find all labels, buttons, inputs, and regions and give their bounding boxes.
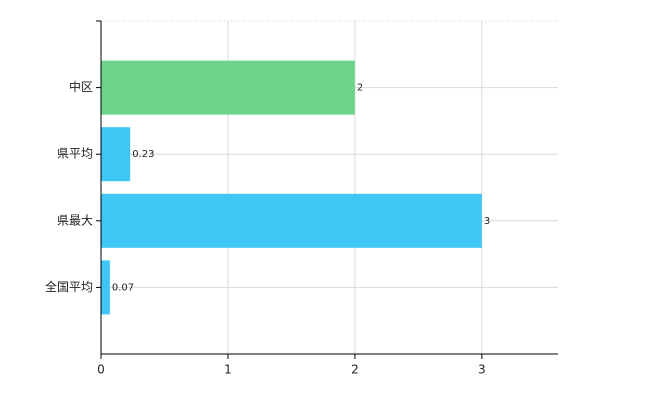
data-label: 0.07 [112,282,134,293]
data-label: 0.23 [132,149,154,160]
x-tick-label: 2 [351,363,359,377]
y-tick-label: 県最大 [57,213,93,227]
data-label: 2 [357,83,363,94]
x-tick-label: 3 [478,363,486,377]
bar [101,260,110,315]
bar [101,193,482,248]
x-tick-label: 1 [224,363,232,377]
bar [101,127,131,182]
bar [101,60,355,115]
y-tick-label: 全国平均 [45,279,93,294]
x-tick-label: 0 [97,363,105,377]
data-label: 3 [484,216,490,227]
y-tick-label: 中区 [69,79,93,94]
y-tick-label: 県平均 [57,147,93,161]
